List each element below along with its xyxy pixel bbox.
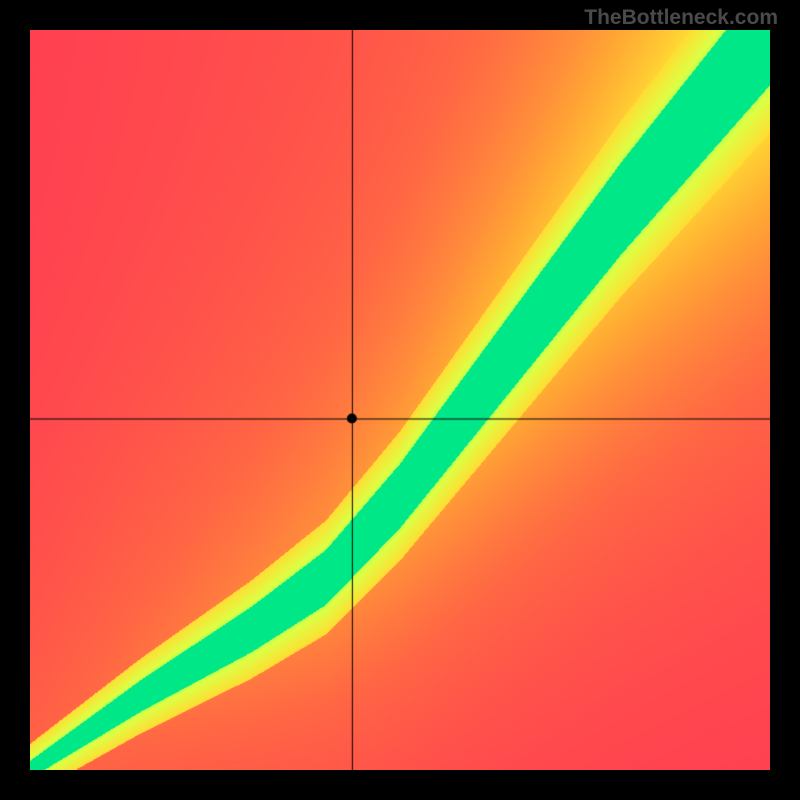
bottleneck-heatmap	[30, 30, 770, 770]
heatmap-canvas	[30, 30, 770, 770]
watermark-text: TheBottleneck.com	[584, 6, 778, 30]
